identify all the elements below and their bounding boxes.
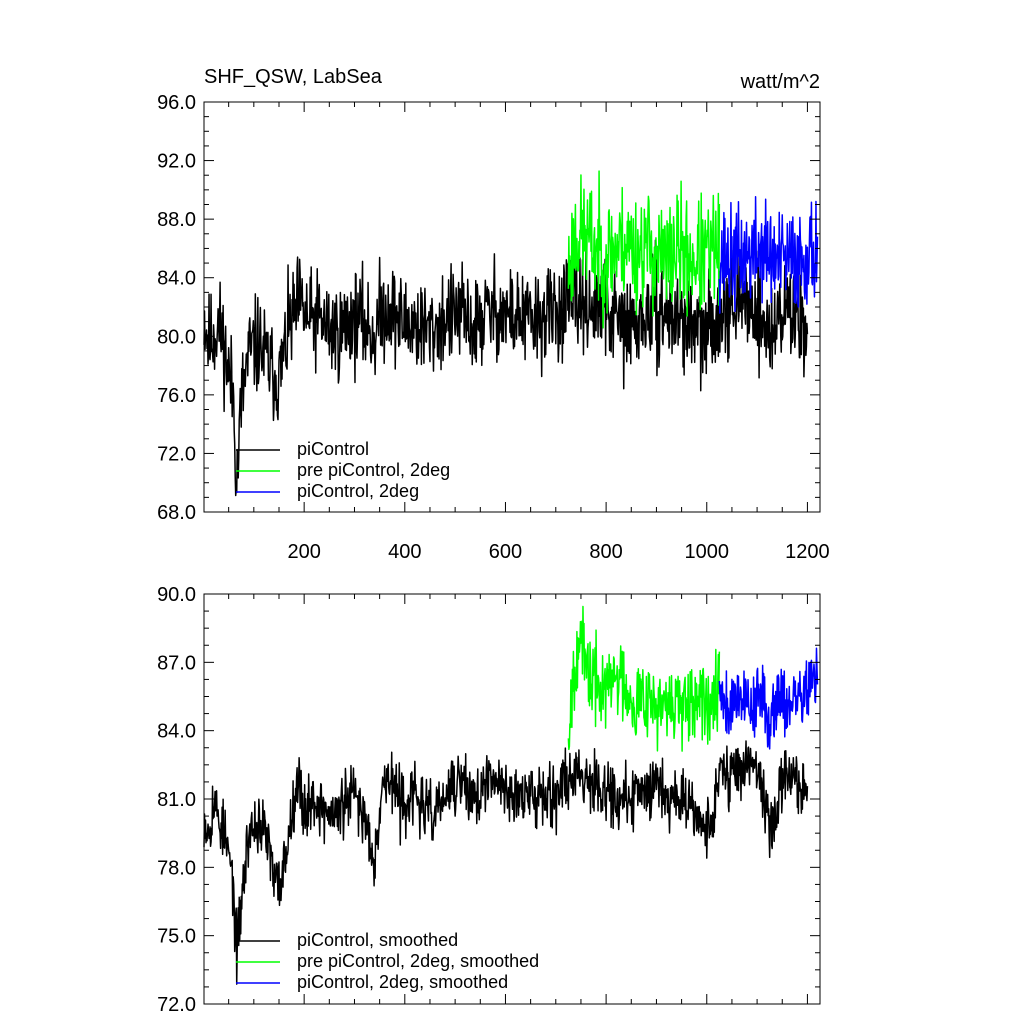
y-tick-label: 68.0 <box>157 502 196 524</box>
y-tick-label: 72.0 <box>157 443 196 465</box>
x-tick-label: 600 <box>489 541 522 563</box>
y-tick-label: 84.0 <box>157 268 196 290</box>
y-tick-label: 78.0 <box>157 857 196 879</box>
top-panel-units: watt/m^2 <box>740 71 820 93</box>
y-tick-label: 72.0 <box>157 994 196 1016</box>
y-tick-label: 81.0 <box>157 789 196 811</box>
series-line-1 <box>203 740 809 985</box>
legend-label: piControl, 2deg <box>297 481 419 501</box>
y-tick-label: 88.0 <box>157 209 196 231</box>
y-tick-label: 92.0 <box>157 151 196 173</box>
y-tick-label: 80.0 <box>157 326 196 348</box>
x-tick-label: 200 <box>287 541 320 563</box>
legend-label: piControl, 2deg, smoothed <box>297 972 508 992</box>
series-line-2 <box>567 605 721 752</box>
legend-label: pre piControl, 2deg <box>297 460 450 480</box>
bottom-panel: 72.0 75.0 78.0 81.0 84.0 87.0 90.0 piControl, s… <box>157 584 821 1016</box>
series-line-3 <box>718 647 819 750</box>
y-tick-label: 75.0 <box>157 926 196 948</box>
top-panel-title: SHF_QSW, LabSea <box>204 66 383 88</box>
series-line-1 <box>203 239 809 497</box>
y-tick-label: 84.0 <box>157 721 196 743</box>
series-line-3 <box>718 195 819 314</box>
y-tick-label: 90.0 <box>157 584 196 606</box>
legend-label: pre piControl, 2deg, smoothed <box>297 951 539 971</box>
y-tick-label: 76.0 <box>157 385 196 407</box>
legend-label: piControl, smoothed <box>297 930 458 950</box>
top-panel: SHF_QSW, LabSea watt/m^2 68.0 72.0 76.0 80.… <box>157 66 830 563</box>
x-tick-label: 400 <box>388 541 421 563</box>
y-tick-label: 96.0 <box>157 92 196 114</box>
x-tick-label: 800 <box>589 541 622 563</box>
x-tick-label: 1000 <box>685 541 730 563</box>
x-tick-label: 1200 <box>785 541 830 563</box>
series-line-2 <box>567 170 721 329</box>
y-tick-label: 87.0 <box>157 652 196 674</box>
legend-label: piControl <box>297 439 369 459</box>
